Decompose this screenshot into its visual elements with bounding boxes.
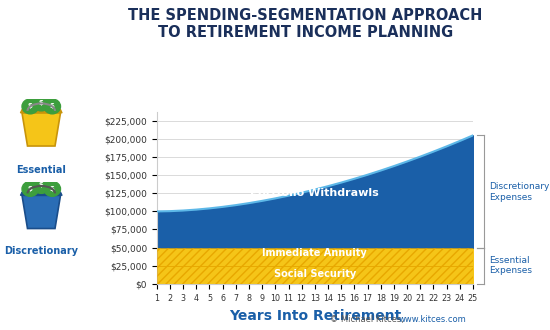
Polygon shape [20, 110, 62, 113]
Polygon shape [22, 195, 61, 228]
Circle shape [40, 95, 54, 108]
Circle shape [40, 177, 54, 190]
Text: www.kitces.com: www.kitces.com [399, 315, 466, 324]
Text: $: $ [50, 186, 54, 192]
Text: Immediate Annuity: Immediate Annuity [262, 248, 367, 258]
Text: THE SPENDING-SEGMENTATION APPROACH: THE SPENDING-SEGMENTATION APPROACH [128, 8, 482, 23]
Text: Portfolio Withdrawls: Portfolio Withdrawls [250, 188, 380, 198]
Text: Social Security: Social Security [274, 269, 356, 280]
Text: Essential
Expenses: Essential Expenses [490, 256, 532, 276]
Circle shape [29, 94, 42, 106]
Polygon shape [20, 192, 62, 195]
Text: $: $ [50, 103, 54, 110]
X-axis label: Years Into Retirement: Years Into Retirement [229, 310, 401, 323]
Circle shape [44, 182, 60, 196]
Text: Discretionary
Expenses: Discretionary Expenses [490, 182, 550, 202]
Text: TO RETIREMENT INCOME PLANNING: TO RETIREMENT INCOME PLANNING [158, 25, 453, 40]
Circle shape [32, 95, 50, 111]
Polygon shape [22, 113, 61, 146]
Text: Discretionary: Discretionary [4, 246, 78, 256]
Text: Essential: Essential [16, 165, 66, 175]
Circle shape [22, 99, 38, 114]
Text: $: $ [28, 103, 32, 110]
Text: $: $ [39, 100, 43, 106]
Circle shape [44, 99, 60, 114]
Text: © Michael Kitces,: © Michael Kitces, [330, 315, 404, 324]
Text: $: $ [39, 182, 43, 188]
Circle shape [22, 182, 38, 196]
Text: $: $ [28, 186, 32, 192]
Circle shape [29, 177, 42, 188]
Circle shape [32, 178, 50, 193]
